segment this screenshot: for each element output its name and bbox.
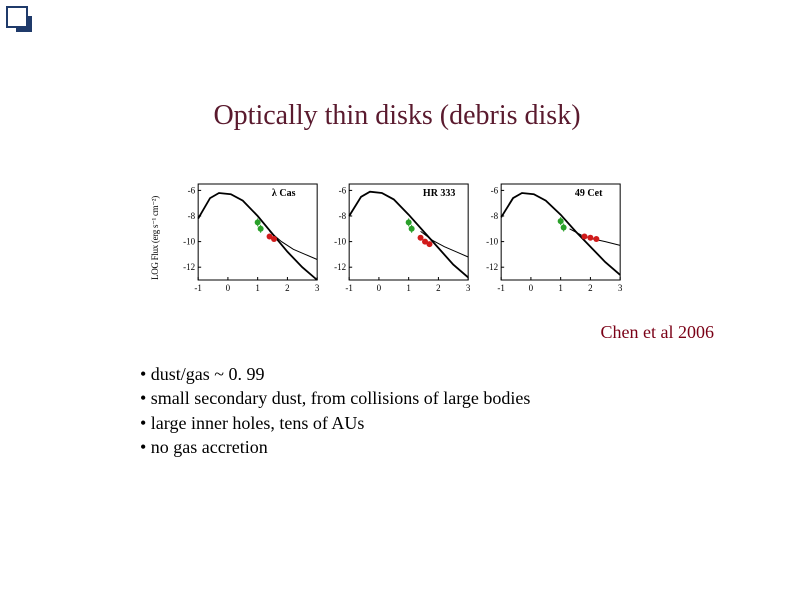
page-title: Optically thin disks (debris disk) <box>0 100 794 132</box>
svg-text:-10: -10 <box>183 237 195 247</box>
y-axis-label: LOG Flux (erg s⁻¹ cm⁻²) <box>150 178 166 298</box>
svg-text:2: 2 <box>285 283 290 293</box>
svg-text:-12: -12 <box>183 262 195 272</box>
svg-text:-10: -10 <box>334 237 346 247</box>
svg-text:3: 3 <box>618 283 623 293</box>
svg-text:-6: -6 <box>490 185 498 195</box>
chart-svg: -6-8-10-12-10123λ Cas <box>170 178 321 298</box>
svg-text:-1: -1 <box>497 283 505 293</box>
svg-text:0: 0 <box>226 283 231 293</box>
svg-text:1: 1 <box>558 283 563 293</box>
svg-text:1: 1 <box>407 283 412 293</box>
bullet-list: • dust/gas ~ 0. 99 • small secondary dus… <box>140 362 530 459</box>
bullet-item: • small secondary dust, from collisions … <box>140 386 530 410</box>
svg-text:49 Cet: 49 Cet <box>575 188 603 199</box>
deco-square-outline <box>6 6 28 28</box>
svg-text:-10: -10 <box>486 237 498 247</box>
slide: Optically thin disks (debris disk) LOG F… <box>0 0 794 595</box>
svg-text:1: 1 <box>255 283 260 293</box>
chart-svg: -6-8-10-12-10123HR 333 <box>321 178 472 298</box>
chart-panel-2: -6-8-10-12-10123HR 333 <box>321 178 472 298</box>
chart-panel-3: -6-8-10-12-1012349 Cet <box>473 178 624 298</box>
svg-text:λ Cas: λ Cas <box>272 188 296 199</box>
svg-text:0: 0 <box>528 283 533 293</box>
svg-text:-6: -6 <box>339 185 347 195</box>
svg-text:3: 3 <box>315 283 320 293</box>
citation-text: Chen et al 2006 <box>601 322 714 343</box>
chart-panel-1: -6-8-10-12-10123λ Cas <box>170 178 321 298</box>
svg-text:3: 3 <box>466 283 471 293</box>
chart-svg: -6-8-10-12-1012349 Cet <box>473 178 624 298</box>
svg-text:-1: -1 <box>346 283 354 293</box>
svg-text:-12: -12 <box>486 262 498 272</box>
svg-text:-12: -12 <box>334 262 346 272</box>
svg-text:-1: -1 <box>194 283 202 293</box>
svg-text:0: 0 <box>377 283 382 293</box>
svg-text:-8: -8 <box>339 211 347 221</box>
svg-text:2: 2 <box>436 283 441 293</box>
svg-text:-8: -8 <box>490 211 498 221</box>
charts-row: -6-8-10-12-10123λ Cas -6-8-10-12-10123HR… <box>170 178 624 298</box>
bullet-item: • dust/gas ~ 0. 99 <box>140 362 530 386</box>
corner-decoration <box>6 6 34 34</box>
svg-text:HR 333: HR 333 <box>423 188 456 199</box>
svg-text:2: 2 <box>588 283 593 293</box>
svg-text:-8: -8 <box>188 211 196 221</box>
bullet-item: • no gas accretion <box>140 435 530 459</box>
bullet-item: • large inner holes, tens of AUs <box>140 411 530 435</box>
svg-text:-6: -6 <box>188 185 196 195</box>
